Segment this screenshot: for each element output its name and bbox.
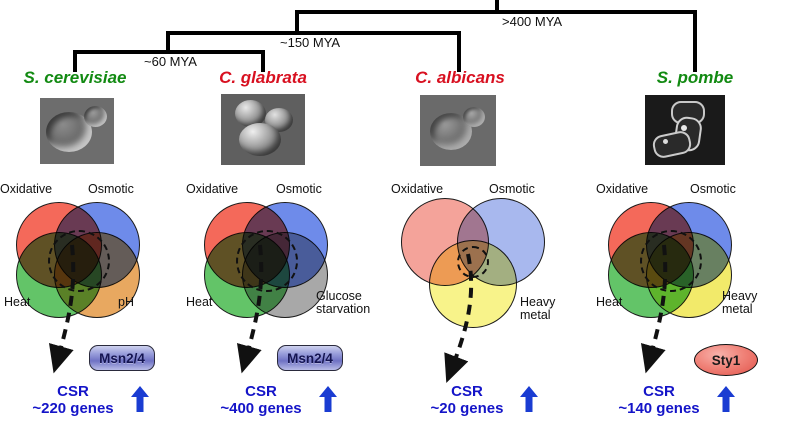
venn-diagram-c-albicans: [395, 192, 555, 328]
species-name-s-cerevisiae: S. cerevisiae: [23, 68, 127, 87]
csr-block-c-glabrata: CSR ~400 genes: [206, 383, 316, 418]
venn-core-dashed-circle: [236, 230, 298, 292]
divergence-label-400mya: >400 MYA: [502, 14, 563, 29]
venn-diagram-c-glabrata: [196, 198, 346, 318]
venn-core-dashed-circle: [457, 246, 489, 278]
trend-up-arrow-s-pombe: [717, 386, 735, 412]
arrow-core-to-csr-3: [444, 253, 474, 383]
tree-branch-s-cerevisiae-vertical: [73, 50, 77, 72]
csr-gene-count: ~20 genes: [430, 400, 504, 418]
tree-branch-400mya-horizontal: [295, 10, 697, 14]
species-name-s-pombe: S. pombe: [656, 68, 734, 87]
arrow-core-to-csr-1: [48, 244, 76, 374]
venn-core-dashed-circle: [48, 230, 110, 292]
venn-label-heat-4: Heat: [596, 295, 623, 309]
micrograph-s-cerevisiae: [40, 98, 114, 164]
csr-block-c-albicans: CSR ~20 genes: [412, 383, 522, 418]
venn-label-heat-1: Heat: [4, 295, 31, 309]
venn-circle-heavy-metal: [429, 240, 517, 328]
tf-badge-msn2-4-c-glabrata[interactable]: Msn2/4: [277, 345, 343, 371]
trend-up-arrow-c-glabrata: [319, 386, 337, 412]
tree-branch-c-albicans-vertical: [457, 31, 461, 72]
venn-label-oxidative-2: Oxidative: [186, 182, 239, 196]
csr-gene-count: ~140 genes: [618, 400, 700, 418]
csr-gene-count: ~220 genes: [32, 400, 114, 418]
venn-label-heavy-metal-3: Heavy metal: [520, 295, 556, 323]
tree-root-stem: [495, 0, 499, 12]
micrograph-c-glabrata: [221, 94, 305, 165]
venn-diagram-s-pombe: [600, 198, 750, 318]
tree-branch-60mya-stem: [166, 31, 170, 52]
csr-title: CSR: [57, 383, 89, 400]
arrow-core-to-csr-4: [640, 244, 668, 374]
tree-branch-150mya-stem: [295, 10, 299, 34]
venn-label-osmotic-1: Osmotic: [88, 182, 134, 196]
tree-branch-s-pombe-vertical: [693, 10, 697, 72]
venn-label-oxidative-1: Oxidative: [0, 182, 53, 196]
venn-label-heavy-metal-4: Heavy metal: [722, 289, 758, 317]
csr-gene-count: ~400 genes: [220, 400, 302, 418]
tree-branch-60mya-horizontal: [73, 50, 265, 54]
tree-branch-150mya-horizontal: [166, 31, 461, 35]
tf-badge-label: Msn2/4: [99, 350, 145, 366]
venn-label-oxidative-3: Oxidative: [391, 182, 444, 196]
tf-badge-sty1-s-pombe[interactable]: Sty1: [694, 344, 758, 376]
tree-branch-c-glabrata-vertical: [261, 50, 265, 72]
venn-label-ph-1: pH: [118, 295, 134, 309]
trend-up-arrow-s-cerevisiae: [131, 386, 149, 412]
csr-title: CSR: [451, 383, 483, 400]
venn-label-heat-2: Heat: [186, 295, 213, 309]
tf-badge-label: Msn2/4: [287, 350, 333, 366]
arrow-core-to-csr-2: [236, 244, 264, 374]
micrograph-c-albicans: [420, 95, 496, 166]
csr-title: CSR: [245, 383, 277, 400]
venn-diagram-s-cerevisiae: [8, 198, 158, 318]
venn-label-glucose-starvation-2: Glucose starvation: [316, 289, 371, 317]
divergence-label-150mya: ~150 MYA: [280, 35, 341, 50]
csr-block-s-cerevisiae: CSR ~220 genes: [18, 383, 128, 418]
venn-label-osmotic-4: Osmotic: [690, 182, 736, 196]
trend-up-arrow-c-albicans: [520, 386, 538, 412]
tf-badge-label: Sty1: [711, 352, 741, 368]
species-name-c-glabrata: C. glabrata: [219, 68, 307, 87]
species-name-c-albicans: C. albicans: [415, 68, 505, 87]
venn-core-dashed-circle: [640, 230, 702, 292]
micrograph-s-pombe: [645, 95, 725, 165]
venn-label-osmotic-3: Osmotic: [489, 182, 535, 196]
divergence-label-60mya: ~60 MYA: [144, 54, 197, 69]
csr-block-s-pombe: CSR ~140 genes: [604, 383, 714, 418]
venn-label-oxidative-4: Oxidative: [596, 182, 649, 196]
csr-title: CSR: [643, 383, 675, 400]
venn-label-osmotic-2: Osmotic: [276, 182, 322, 196]
tf-badge-msn2-4-s-cerevisiae[interactable]: Msn2/4: [89, 345, 155, 371]
